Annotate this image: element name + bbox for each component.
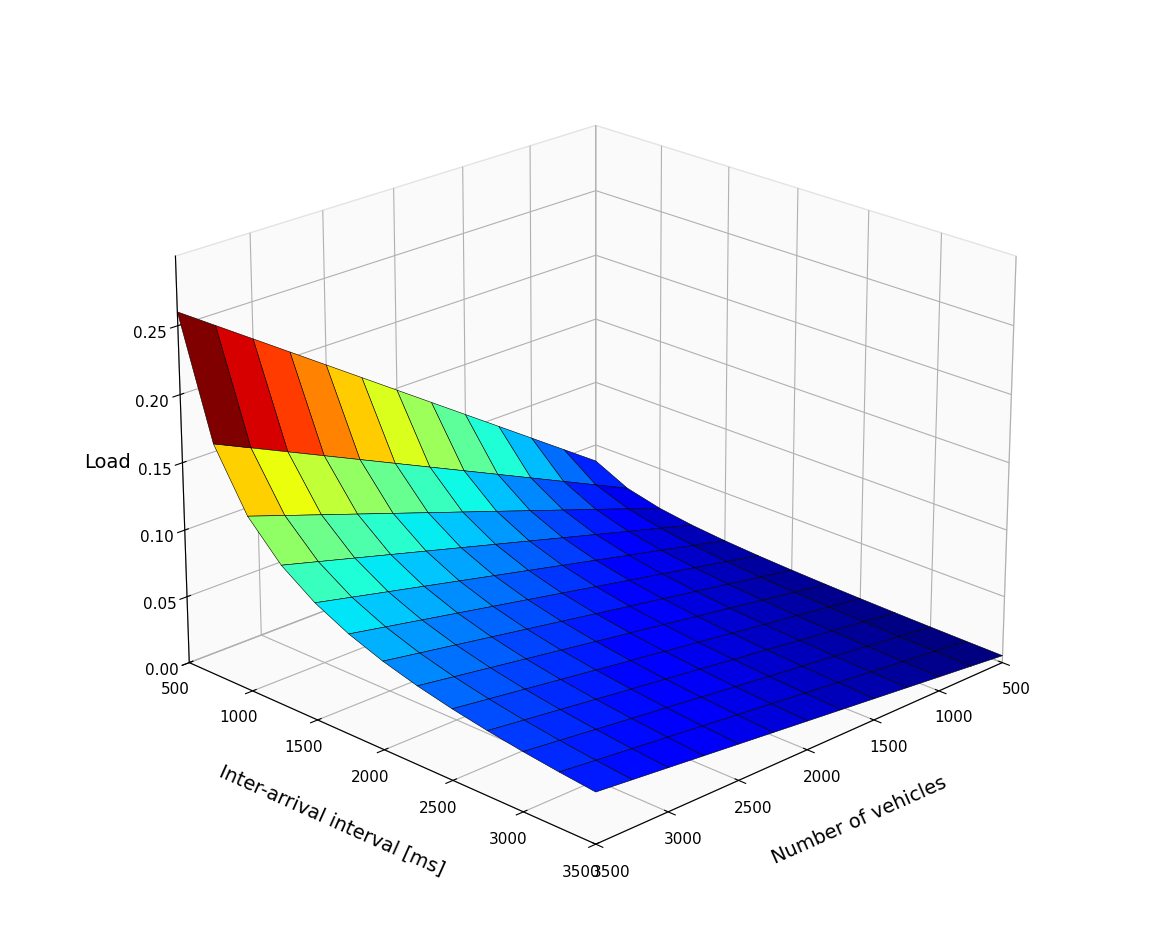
X-axis label: Number of vehicles: Number of vehicles	[769, 773, 950, 868]
Y-axis label: Inter-arrival interval [ms]: Inter-arrival interval [ms]	[217, 762, 448, 880]
